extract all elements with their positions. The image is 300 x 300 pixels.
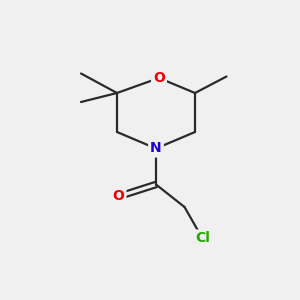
Text: O: O — [112, 190, 124, 203]
Text: N: N — [150, 142, 162, 155]
Text: Cl: Cl — [195, 232, 210, 245]
Text: O: O — [153, 71, 165, 85]
